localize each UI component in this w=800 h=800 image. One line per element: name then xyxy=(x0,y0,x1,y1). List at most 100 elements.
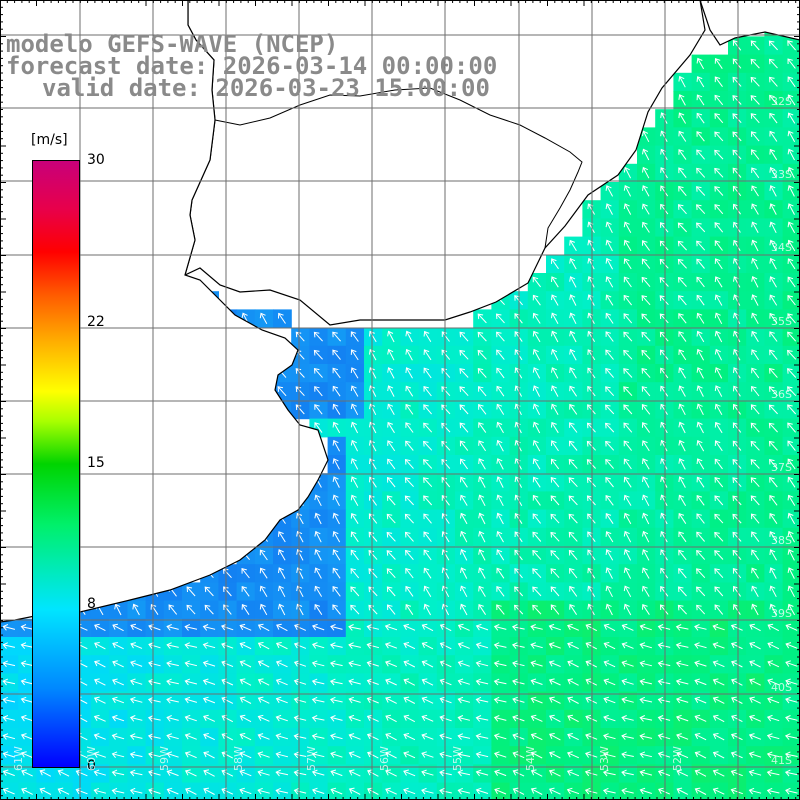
wind-arrow xyxy=(296,603,304,616)
wind-arrow xyxy=(478,567,486,579)
wind-arrow xyxy=(730,733,743,741)
wind-arrow xyxy=(530,678,543,685)
wind-arrow xyxy=(567,642,579,650)
wind-arrow xyxy=(387,403,395,415)
wind-arrow xyxy=(769,349,778,360)
wind-arrow xyxy=(750,131,760,142)
wind-arrow xyxy=(768,386,778,397)
wind-arrow xyxy=(730,787,743,795)
wind-arrow xyxy=(204,604,214,615)
wind-arrow xyxy=(568,458,578,469)
wind-arrow xyxy=(732,495,742,506)
wind-arrow xyxy=(366,624,380,631)
wind-arrow xyxy=(148,769,161,777)
wind-arrow xyxy=(475,787,489,795)
latitude-label: 33S xyxy=(771,168,792,182)
wind-arrow xyxy=(714,240,723,251)
wind-arrow xyxy=(332,439,341,452)
wind-arrow xyxy=(495,313,505,324)
wind-arrow xyxy=(696,421,704,434)
wind-arrow xyxy=(696,149,705,160)
wind-arrow xyxy=(385,751,397,759)
wind-arrow xyxy=(769,76,778,87)
wind-arrow xyxy=(750,95,760,105)
wind-arrow xyxy=(532,586,542,597)
wind-arrow xyxy=(678,185,687,197)
wind-arrow xyxy=(750,40,760,51)
wind-arrow xyxy=(694,714,707,722)
wind-arrow xyxy=(714,57,723,69)
latitude-label: 35S xyxy=(771,314,792,328)
wind-arrow xyxy=(712,623,725,631)
wind-arrow xyxy=(314,604,323,615)
wind-arrow xyxy=(769,312,778,324)
wind-arrow xyxy=(641,313,651,324)
wind-arrow xyxy=(766,733,780,740)
wind-arrow xyxy=(603,696,616,704)
wind-arrow xyxy=(496,458,504,470)
wind-arrow xyxy=(787,258,796,270)
wind-arrow xyxy=(404,458,414,469)
wind-arrow xyxy=(660,203,669,215)
wind-arrow xyxy=(532,294,541,306)
wind-arrow xyxy=(475,715,489,722)
wind-arrow xyxy=(93,751,106,758)
wind-arrow xyxy=(602,787,616,795)
wind-arrow xyxy=(311,769,325,777)
wind-arrow xyxy=(732,440,742,451)
wind-arrow xyxy=(257,642,270,650)
wind-arrow xyxy=(421,678,434,686)
wind-arrow xyxy=(623,294,632,306)
wind-arrow xyxy=(603,714,616,722)
wind-arrow xyxy=(460,549,468,561)
wind-arrow xyxy=(623,313,633,324)
wind-arrow xyxy=(329,696,343,704)
wind-arrow xyxy=(569,585,578,597)
wind-arrow xyxy=(678,494,687,506)
wind-arrow xyxy=(166,660,179,668)
wind-arrow xyxy=(751,239,759,252)
wind-arrow xyxy=(20,714,34,722)
wind-arrow xyxy=(567,696,579,704)
wind-arrow xyxy=(550,568,560,579)
wind-arrow xyxy=(475,642,489,649)
wind-arrow xyxy=(441,531,450,543)
wind-arrow xyxy=(768,422,778,433)
wind-arrow xyxy=(675,678,689,686)
wind-arrow xyxy=(276,623,288,632)
wind-arrow xyxy=(129,715,143,722)
wind-arrow xyxy=(642,148,650,161)
wind-arrow xyxy=(605,512,614,524)
wind-arrow xyxy=(111,714,125,722)
wind-arrow xyxy=(184,660,198,668)
wind-arrow xyxy=(732,95,742,105)
wind-arrow xyxy=(332,567,341,579)
wind-arrow xyxy=(423,513,432,524)
wind-arrow xyxy=(676,787,689,795)
wind-arrow xyxy=(641,295,651,306)
wind-arrow xyxy=(677,604,687,615)
wind-arrow xyxy=(748,787,762,795)
wind-arrow xyxy=(387,440,396,452)
wind-arrow xyxy=(660,385,669,397)
wind-arrow xyxy=(605,585,613,598)
wind-arrow xyxy=(532,494,541,506)
wind-arrow xyxy=(605,239,613,252)
wind-arrow xyxy=(257,787,270,795)
wind-arrow xyxy=(257,623,270,632)
wind-arrow xyxy=(385,787,397,795)
wind-arrow xyxy=(550,476,560,488)
wind-arrow xyxy=(569,422,578,433)
wind-arrow xyxy=(694,624,707,631)
forecast-date: forecast date: 2026-03-14 00:00:00 xyxy=(6,52,498,80)
wind-arrow xyxy=(2,715,16,722)
wind-arrow xyxy=(785,623,798,631)
wind-arrow xyxy=(221,696,234,704)
wind-arrow xyxy=(712,660,725,668)
wind-arrow xyxy=(605,422,615,433)
wind-arrow xyxy=(676,714,689,722)
wind-arrow xyxy=(239,696,252,704)
wind-arrow xyxy=(714,276,723,288)
wind-arrow xyxy=(421,660,434,668)
wind-arrow xyxy=(569,330,577,343)
